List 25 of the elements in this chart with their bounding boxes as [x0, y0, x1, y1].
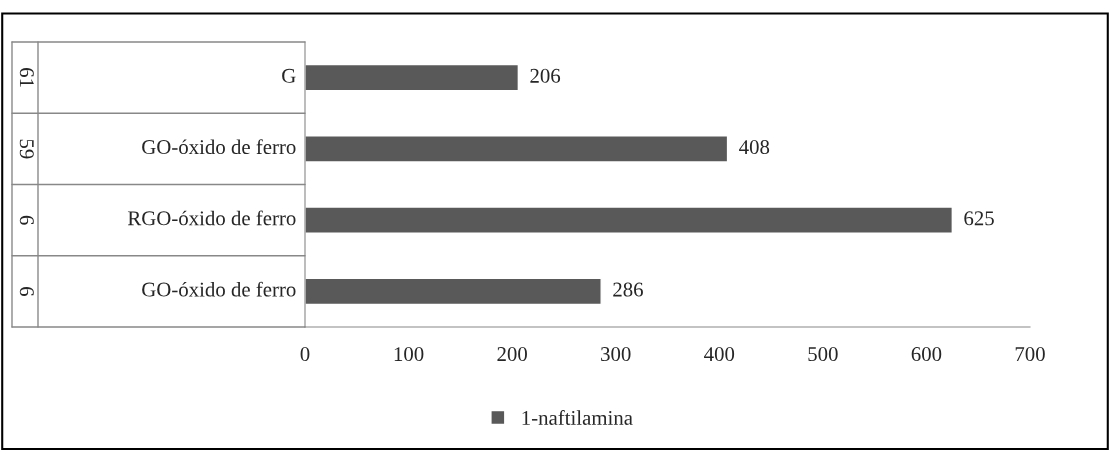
data-label: 625: [964, 211, 994, 226]
bar: [305, 206, 954, 235]
legend-label: 1-naftilamina: [522, 410, 633, 425]
x-tick-label: 400: [704, 347, 735, 362]
y-tick-label: GO-óxido de ferro: [142, 139, 296, 155]
x-tick-label: 700: [1015, 347, 1045, 362]
x-tick-label: 100: [394, 347, 424, 362]
x-tick-label: 600: [911, 347, 942, 362]
bar: [305, 134, 729, 163]
text: 6: [19, 287, 34, 296]
data-label: 286: [613, 282, 643, 297]
x-tick-label: 500: [808, 347, 838, 362]
bar: [305, 277, 602, 306]
text: 61: [19, 68, 34, 87]
text: 59: [19, 139, 34, 159]
data-label: 408: [739, 140, 770, 155]
y-tick-label: RGO-óxido de ferro: [127, 210, 296, 226]
text: 6: [19, 215, 34, 225]
y-tick-label: GO-óxido de ferro: [142, 281, 296, 297]
x-tick-label: 200: [497, 347, 527, 362]
y-tick-label: G: [282, 68, 296, 83]
data-label: 206: [530, 68, 561, 83]
bar: [305, 63, 520, 92]
x-tick-label: 300: [601, 347, 631, 362]
x-tick-label: 0: [300, 347, 310, 362]
